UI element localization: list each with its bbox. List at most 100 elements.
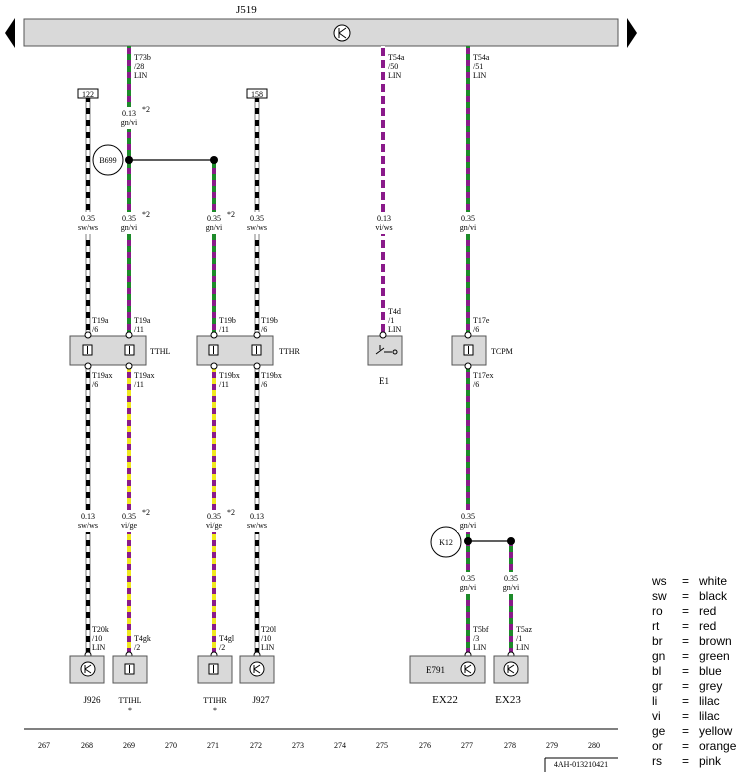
legend-color-name: lilac xyxy=(699,709,720,723)
legend-code: gn xyxy=(652,649,665,663)
pin-t54a-51: T54a/51 LIN xyxy=(473,53,490,80)
wire-label-272b: 0.13 sw/ws xyxy=(245,510,269,532)
previous-page-arrow-icon[interactable] xyxy=(5,18,15,48)
pin-t4d: T4d/1 LIN xyxy=(388,307,402,334)
column-number: 271 xyxy=(207,741,219,750)
pin-t54a-50: T54a/50 LIN xyxy=(388,53,405,80)
column-number: 268 xyxy=(81,741,93,750)
svg-text:*2: *2 xyxy=(142,210,150,219)
connector-tthl[interactable]: TTHL xyxy=(69,335,171,366)
component-ttihr[interactable]: TTIHR * xyxy=(197,655,233,715)
component-ttihl[interactable]: TTIHL * xyxy=(112,655,148,715)
splice-dot-b699-branch xyxy=(210,156,218,164)
unit-transistor-icon xyxy=(333,24,351,42)
column-number: 278 xyxy=(504,741,516,750)
legend-color-name: yellow xyxy=(699,724,733,738)
legend-color-name: green xyxy=(699,649,730,663)
wire-label-269a: 0.13 gn/vi *2 xyxy=(118,105,150,129)
pin-t20l: T20l/10 LIN xyxy=(261,625,277,652)
legend-equals: = xyxy=(682,739,689,753)
legend-code: ge xyxy=(652,724,666,738)
component-ex23[interactable]: EX23 xyxy=(493,655,529,706)
svg-text:TTIHL: TTIHL xyxy=(118,696,141,705)
svg-text:*2: *2 xyxy=(227,210,235,219)
pin-t19ax-11: T19ax/11 xyxy=(134,371,154,389)
svg-text:*: * xyxy=(128,706,132,715)
column-number: 273 xyxy=(292,741,304,750)
svg-text:TTHL: TTHL xyxy=(150,347,171,356)
svg-text:B699: B699 xyxy=(99,156,116,165)
pin-t19b-11: T19b/11 xyxy=(219,316,236,334)
switch-icon xyxy=(375,345,398,355)
component-j927[interactable]: J927 xyxy=(239,655,275,705)
ref-box-122[interactable]: 122 xyxy=(77,88,99,99)
splice-dot-k12 xyxy=(464,537,472,545)
pin-t19bx-6: T19bx/6 xyxy=(261,371,282,389)
svg-text:*2: *2 xyxy=(142,508,150,517)
wire-label-277b: 0.35 gn/vi xyxy=(457,510,481,532)
next-page-arrow-icon[interactable] xyxy=(627,18,637,48)
wire-271-upper xyxy=(212,160,216,343)
pin-t19b-6: T19b/6 xyxy=(261,316,278,334)
legend-color-name: grey xyxy=(699,679,722,693)
pin-t19a-11: T19a/11 xyxy=(134,316,151,334)
wire-label-277c: 0.35 gn/vi xyxy=(457,572,481,594)
column-number: 272 xyxy=(250,741,262,750)
connector-tthr[interactable]: TTHR xyxy=(196,335,301,366)
svg-text:122: 122 xyxy=(82,90,94,99)
svg-text:EX22: EX22 xyxy=(432,694,458,706)
pin-t5bf: T5bf/3 LIN xyxy=(473,625,489,652)
legend-equals: = xyxy=(682,724,689,738)
unit-label: J519 xyxy=(236,4,257,16)
pin-t4gl: T4gl/2 xyxy=(219,634,235,652)
svg-text:TTHR: TTHR xyxy=(279,347,301,356)
component-ex22[interactable]: E791 EX22 xyxy=(409,655,486,706)
legend-equals: = xyxy=(682,634,689,648)
wire-277-upper xyxy=(466,46,470,343)
ex23-transistor-icon xyxy=(503,661,519,677)
pin-t20k: T20k/10 LIN xyxy=(92,625,109,652)
column-number: 276 xyxy=(419,741,431,750)
wire-label-268b: 0.13 sw/ws xyxy=(76,510,100,532)
legend-code: vi xyxy=(652,709,661,723)
legend-equals: = xyxy=(682,604,689,618)
legend-equals: = xyxy=(682,754,689,768)
column-number: 269 xyxy=(123,741,135,750)
connector-tcpm[interactable]: TCPM xyxy=(451,335,513,366)
svg-text:TTIHR: TTIHR xyxy=(203,696,227,705)
column-number: 267 xyxy=(38,741,50,750)
ref-box-158[interactable]: 158 xyxy=(246,88,268,99)
legend-equals: = xyxy=(682,589,689,603)
component-j926[interactable]: J926 xyxy=(69,655,105,705)
pin-t4gk: T4gk/2 xyxy=(134,634,151,652)
pin-t73b: T73b/28 LIN xyxy=(134,53,151,80)
j927-transistor-icon xyxy=(249,661,265,677)
ex22-transistor-icon xyxy=(460,661,476,677)
svg-text:E1: E1 xyxy=(379,376,389,386)
legend-color-name: red xyxy=(699,619,716,633)
legend-equals: = xyxy=(682,649,689,663)
legend-code: rt xyxy=(652,619,660,633)
legend-code: ro xyxy=(652,604,663,618)
svg-text:E791: E791 xyxy=(426,665,445,675)
control-unit-j519: J519 xyxy=(23,4,619,47)
pin-t19a-6: T19a/6 xyxy=(92,316,109,334)
column-number: 277 xyxy=(461,741,473,750)
component-e1[interactable]: E1 xyxy=(367,335,403,386)
pin-t19bx-11: T19bx/11 xyxy=(219,371,240,389)
legend-color-name: blue xyxy=(699,664,722,678)
splice-dot-k12-branch xyxy=(507,537,515,545)
